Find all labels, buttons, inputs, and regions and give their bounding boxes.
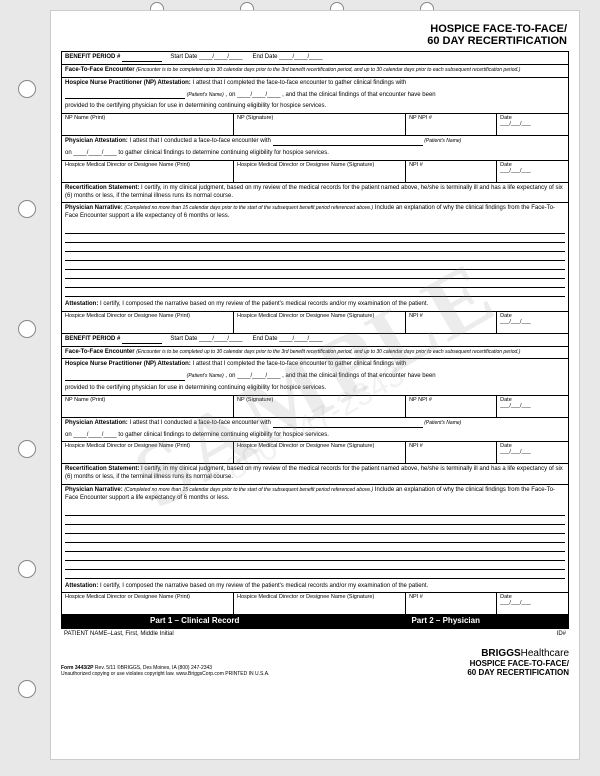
benefit-header-row: BENEFIT PERIOD # Start Date ____/____/__… bbox=[62, 334, 568, 347]
f2f-encounter-row: Face-To-Face Encounter (Encounter is to … bbox=[62, 65, 568, 78]
narrative-header-row: Physician Narrative: (Completed no more … bbox=[62, 203, 568, 223]
phys-text-1: I attest that I conducted a face-to-face… bbox=[129, 138, 270, 144]
attest-text: I certify, I composed the narrative base… bbox=[100, 301, 428, 307]
attest-label: Attestation: bbox=[65, 301, 98, 307]
attest-npi[interactable]: NPI # bbox=[406, 312, 497, 333]
benefit-number-field[interactable] bbox=[122, 337, 162, 344]
title-line-1: HOSPICE FACE-TO-FACE/ bbox=[63, 23, 567, 35]
np-attest-row-3: provided to the certifying physician for… bbox=[62, 101, 568, 114]
np-attest-row-1: Hospice Nurse Practitioner (NP) Attestat… bbox=[62, 78, 568, 90]
narr-label: Physician Narrative: bbox=[65, 205, 123, 211]
part-1-label: Part 1 – Clinical Record bbox=[150, 616, 239, 625]
footer-left: Form 3443/2P Rev. 5/11 ©BRIGGS, Des Moin… bbox=[61, 665, 269, 677]
np-text-2: , and that the clinical findings of that… bbox=[282, 92, 435, 98]
recert-text: I certify, in my clinical judgment, base… bbox=[65, 185, 563, 199]
benefit-header-row: BENEFIT PERIOD # Start Date ____/____/__… bbox=[62, 52, 568, 65]
f2f-label: Face-To-Face Encounter bbox=[65, 67, 135, 73]
np-label: Hospice Nurse Practitioner (NP) Attestat… bbox=[65, 80, 191, 86]
form-body: BENEFIT PERIOD # Start Date ____/____/__… bbox=[61, 51, 569, 628]
start-date-label: Start Date bbox=[170, 54, 197, 60]
np-sig-cell[interactable]: NP (Signature) bbox=[234, 114, 406, 135]
end-date-field[interactable]: ____/____/____ bbox=[279, 54, 322, 60]
benefit-period-2: BENEFIT PERIOD # Start Date ____/____/__… bbox=[62, 334, 568, 615]
md-name-cell[interactable]: Hospice Medical Director or Designee Nam… bbox=[62, 161, 234, 182]
np-text-1: I attest that I completed the face-to-fa… bbox=[192, 80, 406, 86]
np-attest-row-2: (Patient's Name) , on ____/____/____ , a… bbox=[62, 90, 568, 102]
phys-date-field[interactable]: ____/____/____ bbox=[73, 150, 116, 156]
benefit-period-1: BENEFIT PERIOD # Start Date ____/____/__… bbox=[62, 52, 568, 334]
side-punch-holes bbox=[10, 0, 40, 776]
end-date-label: End Date bbox=[252, 54, 277, 60]
phys-on: on bbox=[65, 150, 72, 156]
start-date-field[interactable]: ____/____/____ bbox=[199, 54, 242, 60]
phys-text-2: to gather clinical findings to determine… bbox=[118, 150, 328, 156]
footer-title-1: HOSPICE FACE-TO-FACE/ bbox=[467, 659, 569, 668]
recert-label: Recertification Statement: bbox=[65, 185, 139, 191]
form-page: HOSPICE FACE-TO-FACE/ 60 DAY RECERTIFICA… bbox=[50, 10, 580, 760]
phys-patient-field[interactable] bbox=[273, 139, 423, 146]
attest-signature-row: Hospice Medical Director or Designee Nam… bbox=[62, 312, 568, 333]
footer-right: BRIGGSHealthcare HOSPICE FACE-TO-FACE/ 6… bbox=[467, 648, 569, 677]
patient-name-row: PATIENT NAME–Last, First, Middle Initial… bbox=[61, 628, 569, 645]
np-name-cell[interactable]: NP Name (Print) bbox=[62, 114, 234, 135]
attest-md-name[interactable]: Hospice Medical Director or Designee Nam… bbox=[62, 312, 234, 333]
page-title: HOSPICE FACE-TO-FACE/ 60 DAY RECERTIFICA… bbox=[51, 11, 579, 51]
md-npi-cell[interactable]: NPI # bbox=[406, 161, 497, 182]
np-text-3: provided to the certifying physician for… bbox=[65, 103, 326, 109]
attest-md-sig[interactable]: Hospice Medical Director or Designee Nam… bbox=[234, 312, 406, 333]
f2f-note: (Encounter is to be completed up to 30 c… bbox=[136, 67, 520, 73]
np-date-cell[interactable]: Date___/___/___ bbox=[497, 114, 568, 135]
np-patient-name-field[interactable] bbox=[65, 92, 185, 99]
benefit-number-field[interactable] bbox=[122, 55, 162, 62]
narr-note: (Completed no more than 15 calendar days… bbox=[124, 205, 373, 211]
attest-date[interactable]: Date___/___/___ bbox=[497, 312, 568, 333]
part-2-label: Part 2 – Physician bbox=[411, 616, 479, 625]
md-sig-cell[interactable]: Hospice Medical Director or Designee Nam… bbox=[234, 161, 406, 182]
benefit-label: BENEFIT PERIOD # bbox=[65, 54, 120, 60]
section-bar: Part 1 – Clinical Record Part 2 – Physic… bbox=[62, 614, 568, 627]
phys-attest-row-1: Physician Attestation: I attest that I c… bbox=[62, 136, 568, 148]
md-date-cell[interactable]: Date___/___/___ bbox=[497, 161, 568, 182]
np-on: , on bbox=[225, 92, 235, 98]
footer-copyright: Unauthorized copying or use violates cop… bbox=[61, 671, 269, 677]
np-npi-cell[interactable]: NP NPI # bbox=[406, 114, 497, 135]
np-signature-row: NP Name (Print) NP (Signature) NP NPI # … bbox=[62, 114, 568, 136]
np-patient-hint: (Patient's Name) bbox=[187, 92, 224, 98]
phys-signature-row-1: Hospice Medical Director or Designee Nam… bbox=[62, 161, 568, 183]
phys-patient-hint: (Patient's Name) bbox=[424, 138, 461, 144]
patient-name-label: PATIENT NAME–Last, First, Middle Initial bbox=[64, 631, 174, 637]
footer-title-2: 60 DAY RECERTIFICATION bbox=[467, 668, 569, 677]
title-line-2: 60 DAY RECERTIFICATION bbox=[63, 35, 567, 47]
phys-attest-row-2: on ____/____/____ to gather clinical fin… bbox=[62, 148, 568, 161]
id-label: ID# bbox=[557, 631, 566, 637]
recert-row: Recertification Statement: I certify, in… bbox=[62, 183, 568, 204]
np-date-field[interactable]: ____/____/____ bbox=[237, 92, 280, 98]
brand-logo: BRIGGSHealthcare bbox=[467, 648, 569, 659]
narrative-lines[interactable] bbox=[62, 505, 568, 581]
narrative-lines[interactable] bbox=[62, 223, 568, 299]
phys-label: Physician Attestation: bbox=[65, 138, 128, 144]
attestation-row: Attestation: I certify, I composed the n… bbox=[62, 299, 568, 312]
page-footer: Form 3443/2P Rev. 5/11 ©BRIGGS, Des Moin… bbox=[51, 645, 579, 680]
